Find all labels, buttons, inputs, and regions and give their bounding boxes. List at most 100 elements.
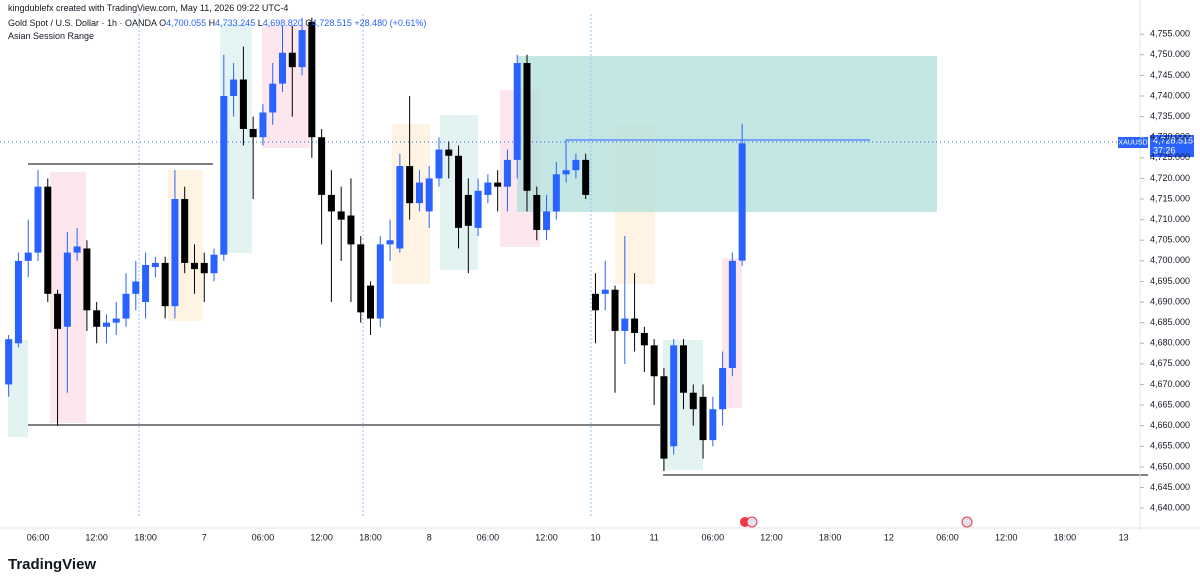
x-tick-label: 18:00 [819, 532, 842, 542]
credit: kingdublefx created with TradingView.com… [8, 3, 289, 13]
x-tick-label: 12:00 [995, 532, 1018, 542]
candle-body [660, 376, 668, 459]
ohlc-key: L [257, 18, 263, 28]
candle-body [24, 252, 32, 261]
candle-body [631, 318, 639, 333]
candle-body [699, 396, 707, 441]
candle-body [347, 215, 355, 245]
candle-body [406, 166, 414, 204]
x-tick-label: 06:00 [477, 532, 500, 542]
ohlc-value: 4,733.245 [215, 18, 256, 28]
candle-body [132, 281, 140, 294]
y-tick-label: 4,705.000 [1150, 235, 1190, 245]
ticker-tag [1118, 137, 1148, 148]
candle-body [484, 182, 492, 195]
candle-body [445, 149, 453, 156]
x-tick-label: 8 [427, 532, 432, 542]
y-tick-label: 4,650.000 [1150, 461, 1190, 471]
candle-body [337, 211, 345, 220]
candle-body [386, 240, 394, 245]
candle-body [709, 409, 717, 441]
candle-body [83, 248, 91, 311]
candle-body [367, 285, 375, 319]
brand-logo[interactable]: TradingView [8, 556, 97, 573]
x-tick-label: 12 [884, 532, 894, 542]
y-tick-label: 4,755.000 [1150, 29, 1190, 39]
candle-body [572, 159, 580, 171]
candle-body [503, 159, 511, 187]
candle-body [494, 182, 502, 187]
y-tick-label: 4,640.000 [1150, 502, 1190, 512]
candle-body [259, 112, 267, 138]
candle-body [122, 293, 130, 319]
candle-body [728, 260, 736, 368]
candle-body [73, 246, 81, 253]
level-line [565, 139, 870, 160]
y-tick-label: 4,675.000 [1150, 358, 1190, 368]
candle-body [171, 199, 179, 307]
x-tick-label: 13 [1119, 532, 1129, 542]
ohlc-value: 4,698.820 [262, 18, 303, 28]
candle-body [269, 83, 277, 113]
candle-body [435, 149, 443, 179]
x-tick-label: 12:00 [535, 532, 558, 542]
x-tick-label: 18:00 [134, 532, 157, 542]
y-tick-label: 4,740.000 [1150, 90, 1190, 100]
candle-body [689, 392, 697, 410]
y-tick-label: 4,695.000 [1150, 276, 1190, 286]
ticker-text: XAUUSD [1118, 139, 1147, 146]
candle-body [200, 262, 208, 274]
candle-body [376, 244, 384, 319]
candle-body [523, 63, 531, 191]
candle-body [679, 345, 687, 393]
y-tick-label: 4,685.000 [1150, 317, 1190, 327]
candle-body [63, 252, 71, 327]
symbol-legend: Gold Spot / U.S. Dollar · 1h · OANDA O4,… [8, 18, 426, 28]
x-tick-label: 10 [590, 532, 600, 542]
candle-body [474, 190, 482, 228]
candle-body [210, 254, 218, 274]
candle-body [298, 30, 306, 68]
candle-body [181, 199, 189, 263]
y-tick-label: 4,690.000 [1150, 296, 1190, 306]
event-icon[interactable] [961, 516, 973, 528]
y-tick-label: 4,645.000 [1150, 482, 1190, 492]
candle-body [102, 322, 110, 327]
candle-body [552, 174, 560, 212]
event-icon[interactable] [746, 516, 758, 528]
candle-body [719, 367, 727, 410]
candle-body [415, 182, 423, 204]
candle-body [601, 289, 609, 294]
price-tag-text: 4,728.515 [1153, 135, 1193, 145]
candle-body [112, 318, 120, 323]
indicator-name: Asian Session Range [8, 31, 95, 41]
x-tick-label: 11 [649, 532, 658, 542]
candle-body [151, 262, 159, 268]
candle-body [230, 79, 238, 97]
x-tick-label: 18:00 [1054, 532, 1077, 542]
candle-body [308, 21, 316, 138]
y-tick-label: 4,735.000 [1150, 111, 1190, 121]
candle-body [142, 264, 150, 303]
candle-body [611, 289, 619, 331]
change: +28.480 (+0.61%) [354, 18, 427, 28]
y-tick-label: 4,715.000 [1150, 193, 1190, 203]
x-tick-label: 18:00 [359, 532, 382, 542]
x-tick-label: 06:00 [702, 532, 725, 542]
candle-body [239, 79, 247, 129]
candle-body [249, 128, 257, 138]
candle-body [533, 194, 541, 230]
candle-body [650, 345, 658, 377]
candle-body [93, 310, 101, 327]
candle-body [327, 194, 335, 212]
candle-body [670, 345, 678, 447]
x-tick-label: 7 [202, 532, 207, 542]
x-tick-label: 12:00 [85, 532, 108, 542]
candle-body [455, 155, 463, 228]
candle-body [190, 262, 198, 270]
candle-body [279, 52, 286, 84]
candle-body [582, 159, 590, 195]
session-box [8, 340, 28, 437]
